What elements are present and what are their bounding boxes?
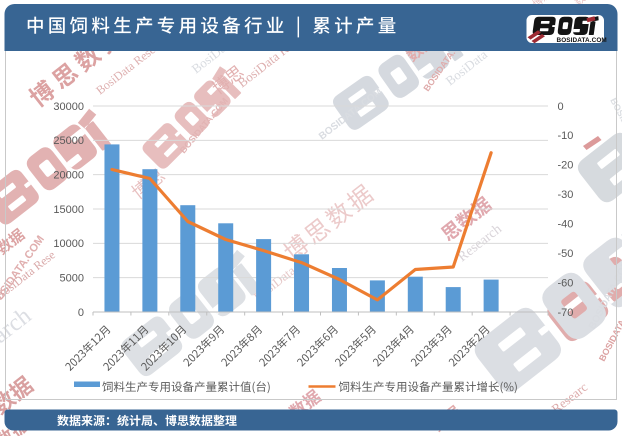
svg-text:-50: -50 xyxy=(558,248,574,260)
svg-text:-30: -30 xyxy=(558,189,574,201)
svg-text:-20: -20 xyxy=(558,160,574,172)
svg-text:15000: 15000 xyxy=(53,204,84,216)
svg-text:-70: -70 xyxy=(558,307,574,319)
svg-text:-10: -10 xyxy=(558,130,574,142)
svg-text:BOSIDATA.COM: BOSIDATA.COM xyxy=(557,37,607,44)
svg-text:-60: -60 xyxy=(558,277,574,289)
svg-text:30000: 30000 xyxy=(53,101,84,113)
svg-text:-40: -40 xyxy=(558,219,574,231)
svg-text:25000: 25000 xyxy=(53,135,84,147)
svg-text:0: 0 xyxy=(558,101,564,113)
svg-text:10000: 10000 xyxy=(53,238,84,250)
svg-text:0: 0 xyxy=(78,307,84,319)
svg-text:20000: 20000 xyxy=(53,169,84,181)
svg-text:5000: 5000 xyxy=(60,272,84,284)
